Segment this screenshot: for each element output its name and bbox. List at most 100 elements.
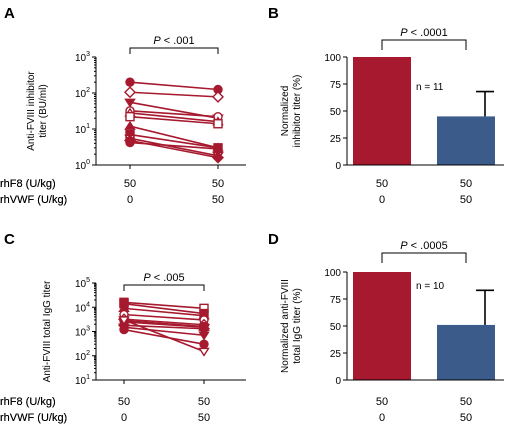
series-line (123, 321, 205, 329)
p-value-label: P < .005 (143, 272, 184, 284)
y-tick-label: 101 (75, 123, 90, 136)
panel-letter: D (268, 231, 279, 248)
condition-label: rhF8 (U/kg) (0, 396, 56, 408)
p-value: < .005 (151, 272, 185, 284)
series-line (129, 112, 219, 123)
condition-value: 0 (379, 194, 385, 206)
data-point (199, 339, 209, 349)
data-point (125, 137, 135, 148)
series-line (129, 125, 219, 149)
data-point (198, 347, 210, 357)
y-tick-label: 104 (75, 301, 90, 314)
y-tick-label: 103 (75, 326, 90, 339)
y-tick-label: 0 (335, 376, 341, 387)
data-point (118, 316, 130, 326)
y-tick-label: 75 (330, 80, 342, 91)
condition-value: 50 (460, 194, 472, 206)
condition-value: 0 (127, 194, 133, 206)
p-symbol: P (143, 272, 151, 284)
series-line (123, 302, 205, 315)
p-value: < .0001 (408, 27, 448, 39)
y-tick-label: 103 (75, 51, 90, 64)
n-label: n = 10 (416, 281, 445, 292)
panel-a: A 100 101 102 103 Anti-FVIII inhibitortiter (… (0, 5, 246, 206)
y-tick-label: 25 (330, 349, 342, 360)
p-value: < .001 (161, 35, 195, 47)
bar (353, 272, 411, 380)
series-line (123, 319, 205, 353)
p-symbol: P (153, 35, 161, 47)
y-tick-label: 105 (75, 277, 90, 290)
series-6 (125, 111, 223, 129)
condition-value: 50 (198, 396, 210, 408)
p-symbol: P (400, 27, 408, 39)
y-tick-label: 100 (324, 268, 341, 279)
y-tick-label: 0 (335, 161, 341, 172)
data-point (212, 90, 224, 103)
series-line (129, 110, 219, 118)
condition-value: 50 (376, 396, 388, 408)
panel-d: D 0 25 50 75 100 Normalized anti-FVIIItotal Ig… (0, 231, 504, 424)
condition-value: 50 (460, 412, 472, 424)
data-point (124, 86, 136, 99)
data-point (125, 77, 135, 87)
y-tick-label: 102 (75, 87, 90, 100)
condition-value: 50 (376, 178, 388, 190)
series-line (123, 328, 205, 345)
condition-label: rhVWF (U/kg) (0, 194, 67, 206)
data-point (213, 119, 223, 129)
data-point (125, 111, 135, 122)
n-label: n = 11 (416, 82, 444, 93)
series-line (129, 137, 219, 157)
series-2 (124, 86, 224, 103)
bar (437, 324, 495, 380)
condition-value: 0 (379, 412, 385, 424)
data-point (124, 98, 136, 108)
condition-label: rhF8 (U/kg) (0, 178, 56, 190)
data-point (124, 120, 136, 130)
y-tick-label: 100 (324, 53, 341, 64)
condition-label: rhF8 (U/kg) (0, 178, 56, 190)
y-tick-label: 75 (330, 295, 342, 306)
series-1 (125, 77, 223, 95)
data-point (198, 331, 210, 341)
panel-b: B 0 25 50 75 100 Normalizedinhibitor titer (%)… (0, 5, 504, 206)
condition-value: 50 (460, 178, 472, 190)
condition-value: 50 (212, 178, 224, 190)
data-point (212, 151, 224, 164)
series-line (129, 91, 219, 98)
y-tick-label: 100 (75, 159, 90, 172)
significance-bracket (129, 47, 219, 54)
p-value-label: P < .001 (153, 35, 194, 47)
data-point (213, 144, 223, 154)
p-value-label: P < .0005 (400, 240, 447, 252)
series-line (129, 115, 219, 125)
series-line (129, 141, 219, 150)
series-11 (118, 316, 210, 357)
series-line (129, 81, 219, 91)
p-symbol: P (400, 240, 408, 252)
panel-letter: A (4, 5, 15, 22)
condition-label: rhF8 (U/kg) (0, 396, 56, 408)
bar (437, 116, 495, 165)
y-axis-title: Normalizedinhibitor titer (%) (280, 75, 303, 148)
condition-label: rhVWF (U/kg) (0, 412, 67, 424)
condition-value: 50 (212, 194, 224, 206)
series-line (123, 307, 205, 317)
p-value: < .0005 (408, 240, 448, 252)
bar (353, 57, 411, 165)
y-tick-label: 102 (75, 350, 90, 363)
significance-bracket (123, 284, 205, 291)
series-line (123, 326, 205, 337)
data-point (119, 324, 129, 335)
condition-value: 50 (460, 396, 472, 408)
y-axis-title: Normalized anti-FVIIItotal IgG titer (%) (280, 279, 303, 373)
series-line (129, 133, 219, 149)
p-value-label: P < .0001 (400, 27, 447, 39)
significance-bracket (381, 252, 467, 263)
y-tick-label: 50 (330, 322, 342, 333)
y-tick-label: 101 (75, 374, 90, 387)
panel-letter: B (268, 5, 279, 22)
series-11 (125, 137, 223, 154)
series-line (123, 318, 205, 326)
